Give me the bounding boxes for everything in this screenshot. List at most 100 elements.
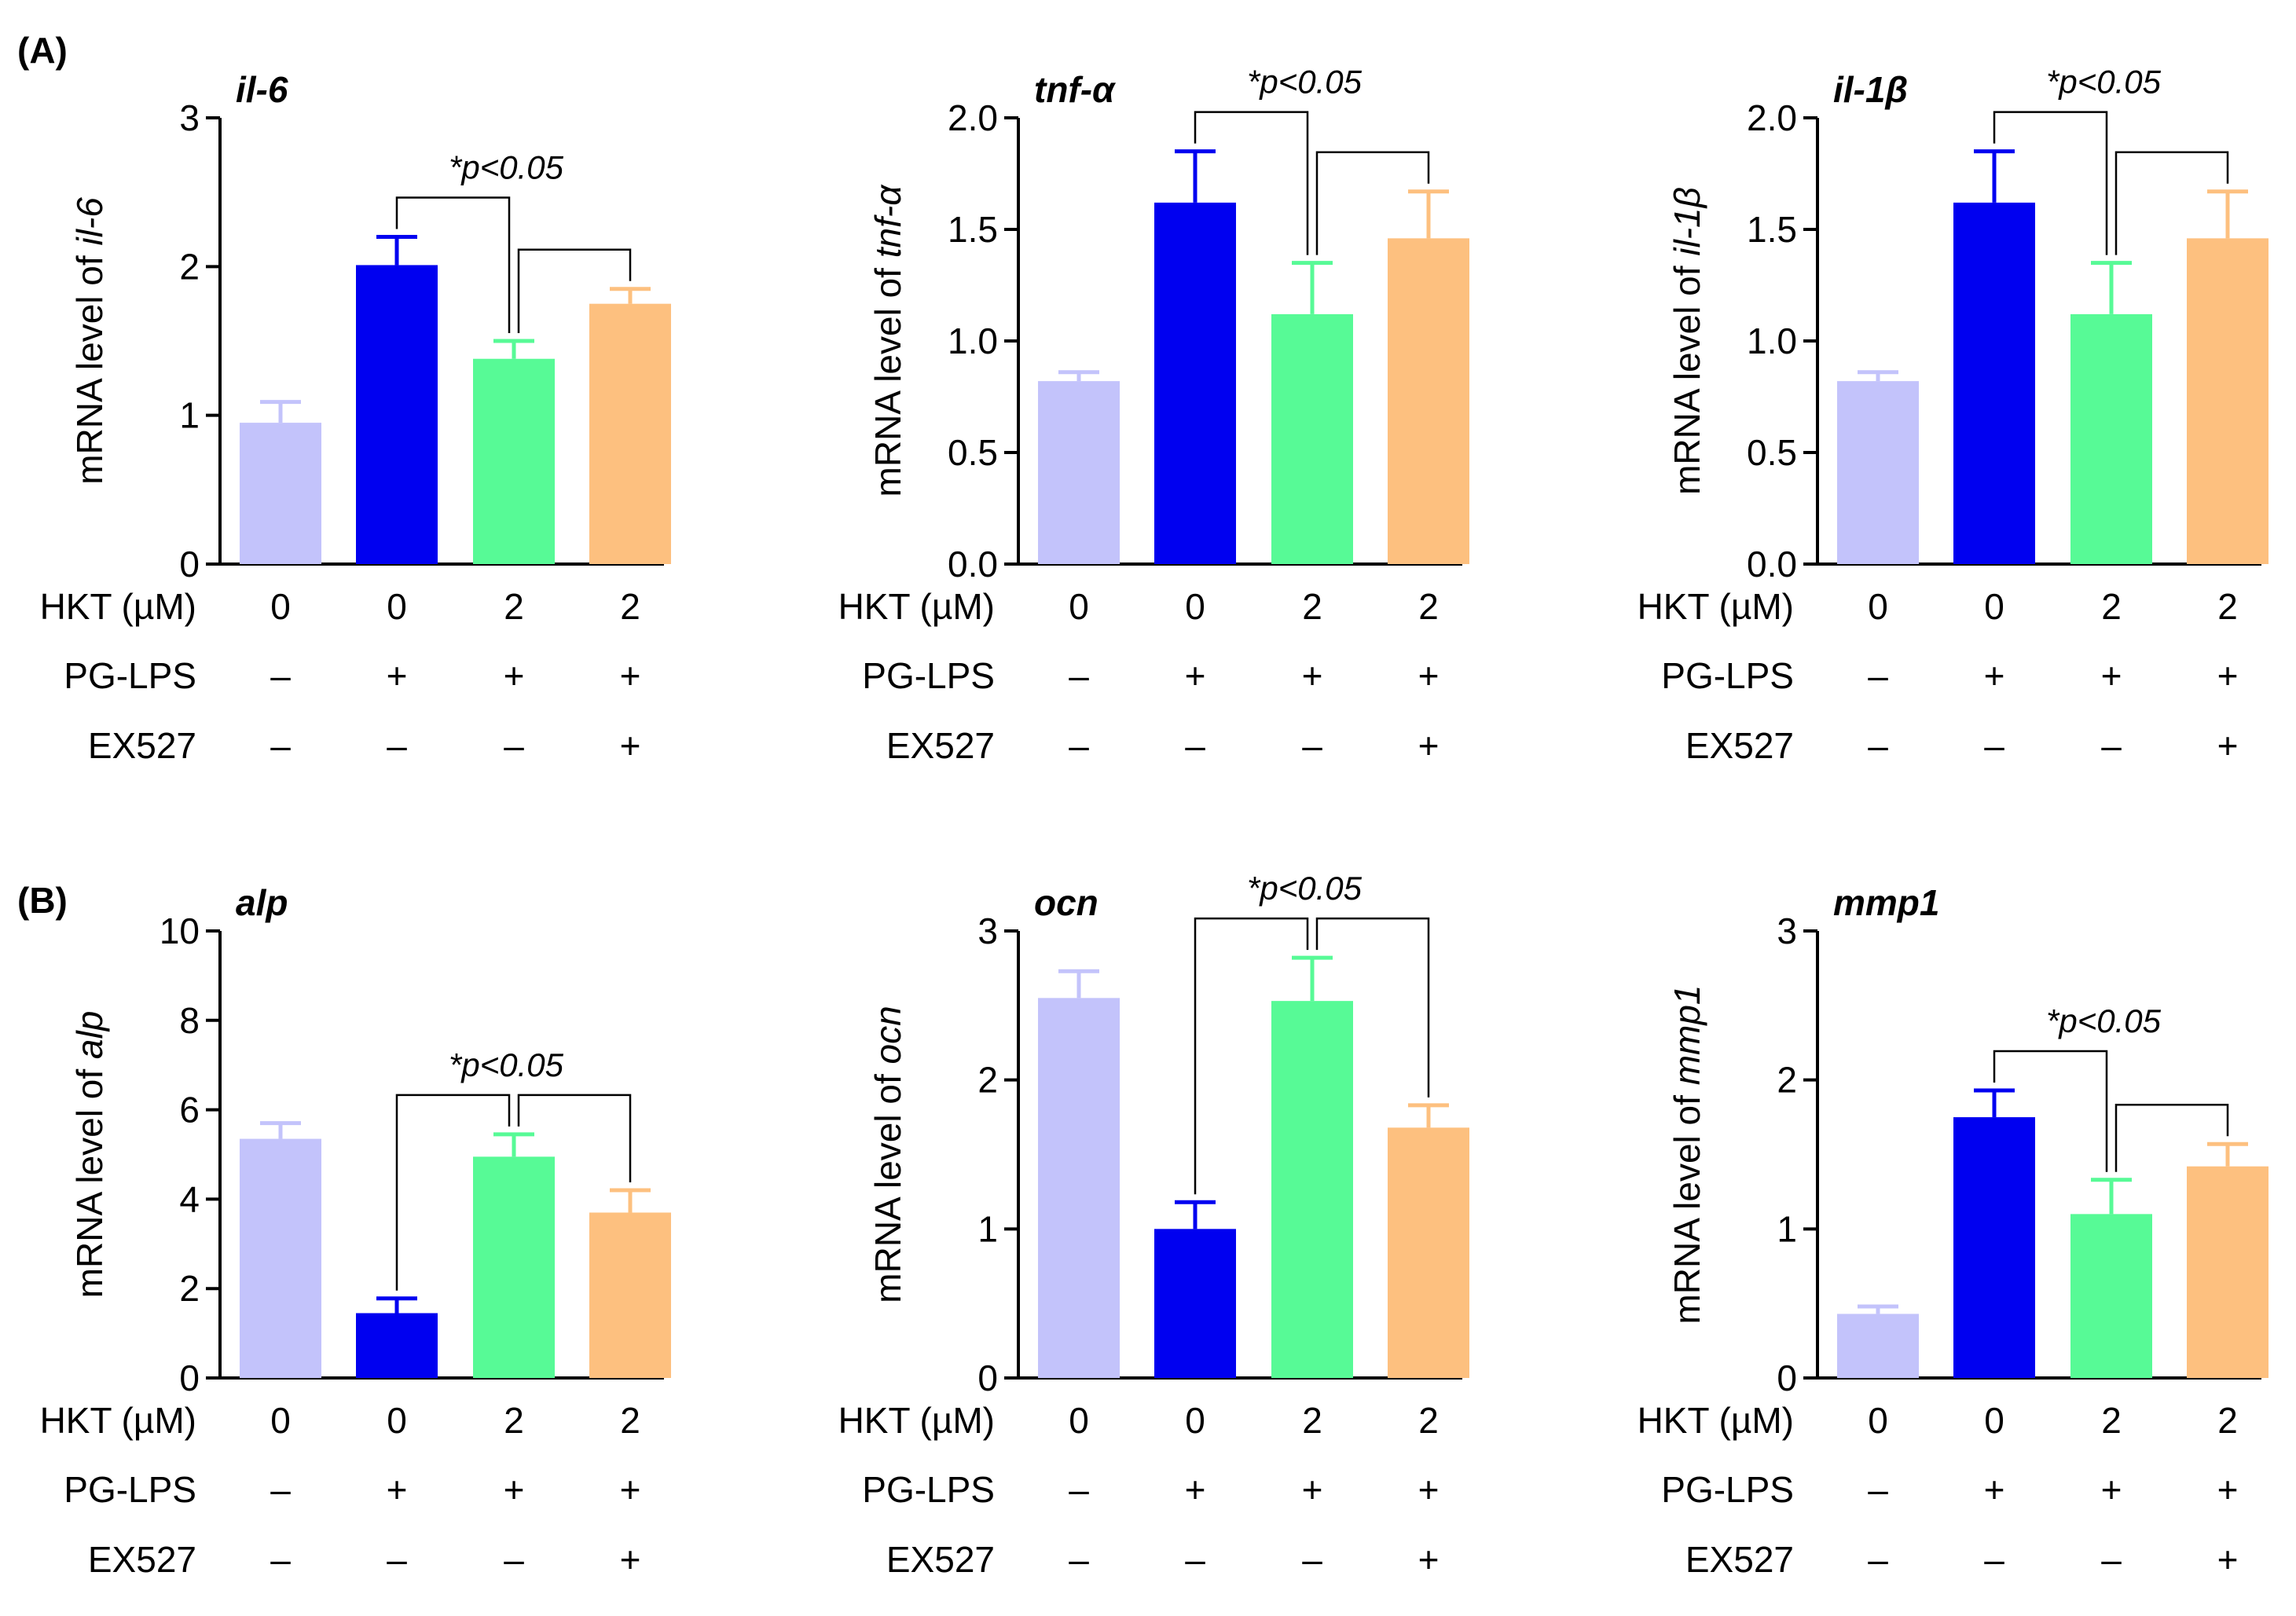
- y-tick-label: 2: [179, 246, 200, 287]
- significance-bracket: [395, 1094, 511, 1291]
- condition-row-label: EX527: [88, 1539, 196, 1580]
- y-axis-label-gene: mmp1: [1667, 984, 1707, 1085]
- chart-title: il-1β: [1833, 69, 1908, 110]
- y-tick-label: 0.0: [1747, 544, 1797, 584]
- significance-bracket: [1194, 111, 1309, 255]
- bar: [1953, 1117, 2035, 1378]
- condition-row-label: EX527: [886, 725, 995, 766]
- condition-value: 0: [1069, 586, 1089, 627]
- condition-value: +: [620, 655, 641, 696]
- y-axis-label-gene: ocn: [867, 1006, 908, 1064]
- condition-value: –: [1868, 1469, 1888, 1510]
- chart-title: mmp1: [1833, 882, 1939, 923]
- condition-value: 0: [1185, 1400, 1205, 1441]
- y-axis-label: mRNA level of mmp1: [1667, 984, 1707, 1324]
- bar: [1388, 238, 1469, 564]
- bar: [1038, 998, 1120, 1378]
- condition-value: +: [2217, 655, 2239, 696]
- y-tick-label: 4: [179, 1178, 200, 1219]
- bar: [589, 303, 671, 564]
- y-tick-label: 2.0: [948, 97, 998, 138]
- bar: [2070, 1214, 2152, 1378]
- condition-value: +: [620, 1539, 641, 1580]
- y-axis-label-prefix: mRNA level of: [1667, 1085, 1707, 1324]
- y-tick-label: 1.5: [948, 209, 998, 250]
- condition-value: –: [2101, 725, 2122, 766]
- y-axis-label-gene: il-1β: [1667, 187, 1707, 256]
- condition-value: 0: [387, 1400, 407, 1441]
- condition-value: 0: [1069, 1400, 1089, 1441]
- significance-bracket: [517, 1094, 632, 1183]
- y-tick-label: 0: [179, 1358, 200, 1398]
- y-axis-label: mRNA level of tnf-α: [867, 184, 908, 497]
- condition-row-label: EX527: [1685, 1539, 1794, 1580]
- y-axis-label-gene: tnf-α: [867, 184, 908, 258]
- y-axis-label-prefix: mRNA level of: [867, 1064, 908, 1303]
- condition-value: –: [1868, 1539, 1888, 1580]
- y-tick-label: 2.0: [1747, 97, 1797, 138]
- bar: [589, 1212, 671, 1378]
- condition-row-label: HKT (µM): [40, 586, 196, 627]
- condition-value: –: [270, 655, 291, 696]
- condition-value: +: [1302, 1469, 1323, 1510]
- condition-value: –: [1185, 725, 1205, 766]
- condition-value: +: [1185, 1469, 1206, 1510]
- condition-value: +: [2101, 1469, 2122, 1510]
- condition-value: 2: [2217, 586, 2238, 627]
- condition-value: +: [2217, 725, 2239, 766]
- condition-value: +: [620, 725, 641, 766]
- y-tick-label: 1: [179, 395, 200, 436]
- condition-value: +: [1418, 655, 1440, 696]
- bar: [1837, 1314, 1919, 1378]
- bar: [240, 1138, 321, 1378]
- condition-value: 2: [1302, 586, 1322, 627]
- condition-value: –: [1302, 725, 1322, 766]
- condition-value: –: [387, 1539, 407, 1580]
- significance-label: *p<0.05: [2046, 64, 2162, 101]
- significance-bracket: [1194, 917, 1309, 1195]
- y-axis-label-gene: alp: [69, 1011, 110, 1059]
- condition-value: –: [1984, 1539, 2004, 1580]
- y-tick-label: 0.0: [948, 544, 998, 584]
- condition-value: 0: [270, 586, 291, 627]
- condition-row-label: PG-LPS: [862, 655, 995, 696]
- significance-label: *p<0.05: [449, 148, 564, 185]
- condition-value: 2: [2217, 1400, 2238, 1441]
- y-tick-label: 6: [179, 1090, 200, 1130]
- condition-value: 2: [1418, 586, 1439, 627]
- y-axis-label-prefix: mRNA level of: [69, 1059, 110, 1298]
- chart-title: ocn: [1034, 882, 1098, 923]
- condition-row-label: HKT (µM): [1638, 1400, 1794, 1441]
- bar: [1154, 1229, 1236, 1378]
- condition-value: 0: [1984, 1400, 2004, 1441]
- bar: [2187, 238, 2268, 564]
- condition-value: 2: [2101, 1400, 2122, 1441]
- condition-value: +: [1185, 655, 1206, 696]
- bar: [473, 1156, 555, 1378]
- y-tick-label: 3: [1777, 911, 1797, 951]
- condition-value: 2: [1418, 1400, 1439, 1441]
- bar: [1388, 1127, 1469, 1378]
- y-axis-label-prefix: mRNA level of: [1667, 256, 1707, 495]
- condition-value: –: [1868, 655, 1888, 696]
- condition-value: 2: [1302, 1400, 1322, 1441]
- condition-value: 0: [270, 1400, 291, 1441]
- condition-value: –: [1868, 725, 1888, 766]
- bar: [1271, 1001, 1353, 1378]
- significance-bracket: [1993, 1050, 2108, 1172]
- condition-value: –: [270, 725, 291, 766]
- condition-value: 2: [2101, 586, 2122, 627]
- condition-row-label: HKT (µM): [1638, 586, 1794, 627]
- bar: [1154, 202, 1236, 564]
- y-tick-label: 1.0: [1747, 321, 1797, 361]
- condition-value: +: [1418, 1539, 1440, 1580]
- condition-row-label: EX527: [1685, 725, 1794, 766]
- y-tick-label: 3: [179, 97, 200, 138]
- condition-value: +: [1984, 655, 2005, 696]
- significance-label: *p<0.05: [1247, 64, 1363, 101]
- condition-value: –: [387, 725, 407, 766]
